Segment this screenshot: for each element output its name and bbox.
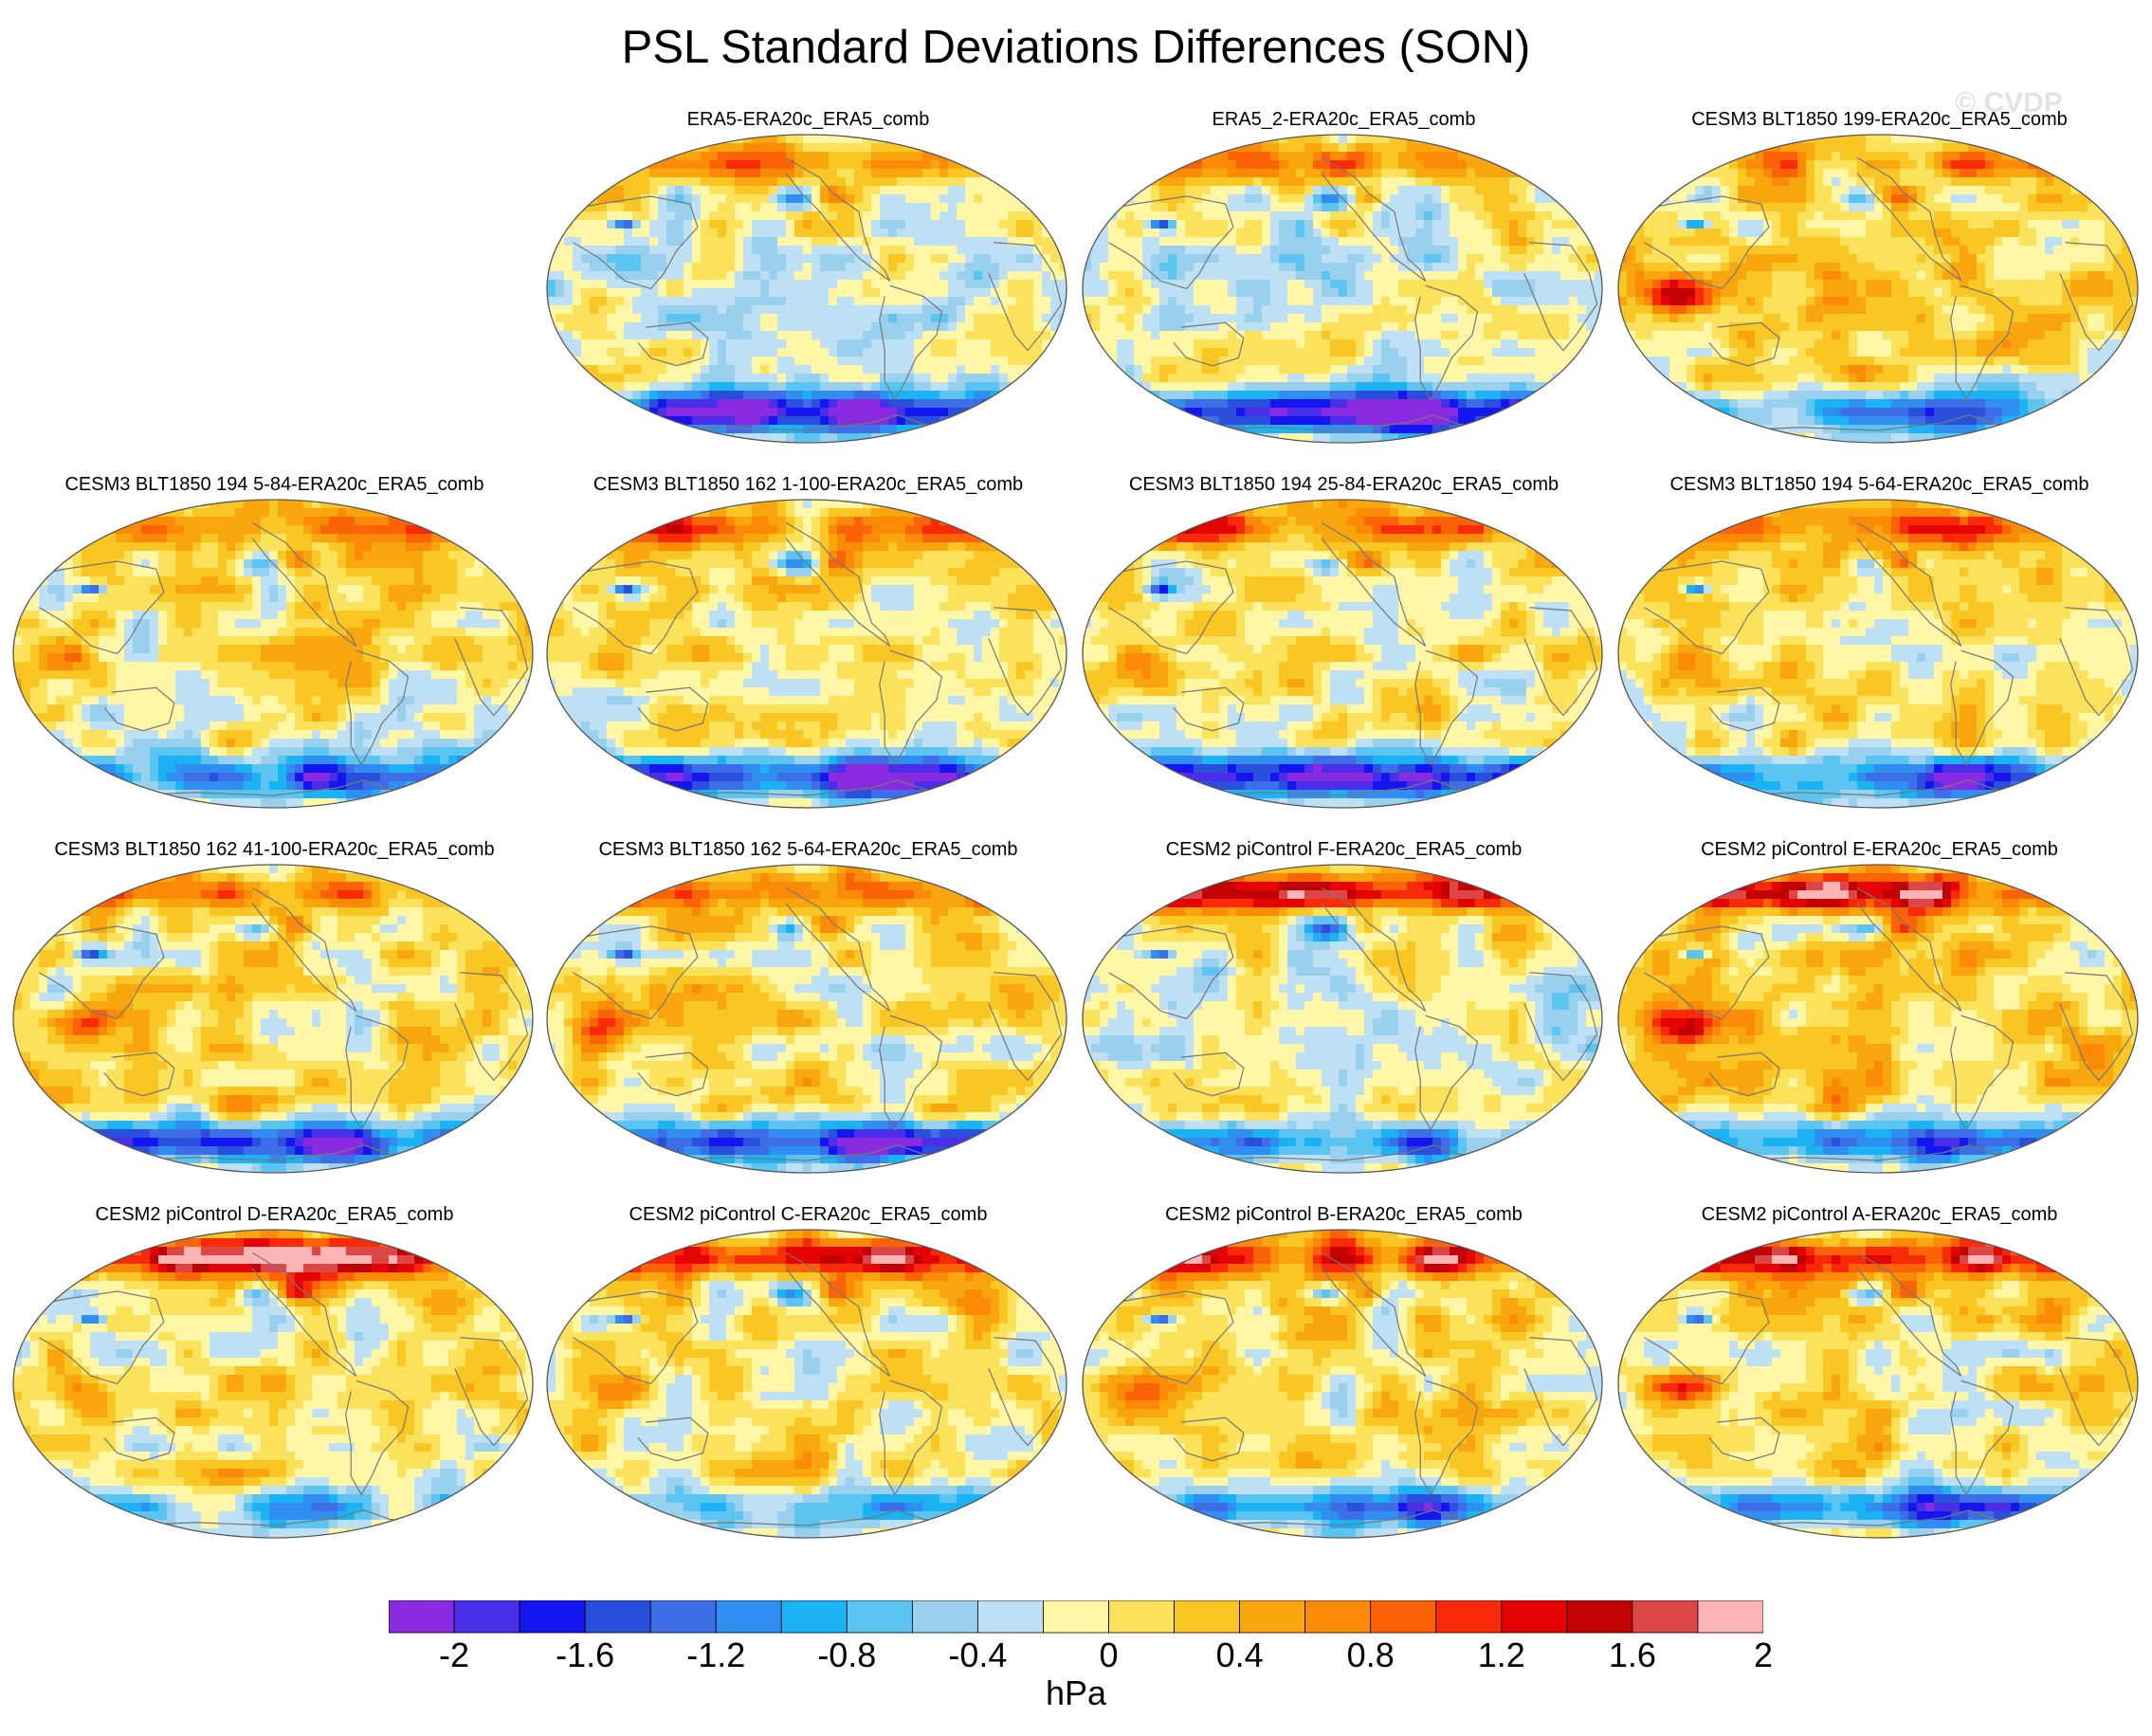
colorbar bbox=[389, 1600, 1763, 1634]
colorbar-swatch bbox=[1108, 1600, 1175, 1634]
map-panel: CESM2 piControl E-ERA20c_ERA5_comb bbox=[1616, 839, 2143, 1195]
map-panel: CESM2 piControl F-ERA20c_ERA5_comb bbox=[1081, 839, 1607, 1195]
page-title: PSL Standard Deviations Differences (SON… bbox=[0, 21, 2152, 74]
panel-title: CESM2 piControl D-ERA20c_ERA5_comb bbox=[11, 1204, 538, 1226]
map-panel: CESM2 piControl A-ERA20c_ERA5_comb bbox=[1616, 1204, 2143, 1560]
map-field bbox=[12, 499, 534, 809]
panel-title: CESM3 BLT1850 162 5-64-ERA20c_ERA5_comb bbox=[545, 839, 1071, 861]
map-field bbox=[1617, 864, 2139, 1174]
map-field bbox=[1082, 1229, 1603, 1539]
panel-title: ERA5_2-ERA20c_ERA5_comb bbox=[1081, 109, 1607, 131]
map-field bbox=[1617, 499, 2139, 809]
map-panel: ERA5_2-ERA20c_ERA5_comb bbox=[1081, 109, 1607, 465]
panel-title: CESM3 BLT1850 199-ERA20c_ERA5_comb bbox=[1616, 109, 2143, 131]
colorbar-swatch bbox=[584, 1600, 651, 1634]
colorbar-unit-label: hPa bbox=[981, 1673, 1171, 1713]
panel-title: ERA5-ERA20c_ERA5_comb bbox=[545, 109, 1071, 131]
map-field bbox=[1082, 864, 1603, 1174]
colorbar-swatch bbox=[1435, 1600, 1503, 1634]
map-panel: CESM2 piControl C-ERA20c_ERA5_comb bbox=[545, 1204, 1071, 1560]
panel-title: CESM3 BLT1850 194 25-84-ERA20c_ERA5_comb bbox=[1081, 474, 1607, 496]
colorbar-swatch bbox=[1304, 1600, 1372, 1634]
colorbar-swatch bbox=[1632, 1600, 1699, 1634]
panel-title: CESM3 BLT1850 162 41-100-ERA20c_ERA5_com… bbox=[11, 839, 538, 861]
map-field bbox=[12, 864, 534, 1174]
map-field bbox=[1082, 499, 1603, 809]
colorbar-swatch bbox=[1174, 1600, 1241, 1634]
panel-title: CESM2 piControl E-ERA20c_ERA5_comb bbox=[1616, 839, 2143, 861]
colorbar-swatch bbox=[1501, 1600, 1568, 1634]
colorbar-tick-label: -0.4 bbox=[925, 1635, 1030, 1675]
colorbar-swatch bbox=[780, 1600, 848, 1634]
map-panel: CESM3 BLT1850 162 41-100-ERA20c_ERA5_com… bbox=[11, 839, 538, 1195]
map-panel: CESM3 BLT1850 194 5-84-ERA20c_ERA5_comb bbox=[11, 474, 538, 830]
colorbar-tick-label: 1.2 bbox=[1450, 1635, 1554, 1675]
colorbar-swatch bbox=[453, 1600, 520, 1634]
map-panel: CESM2 piControl B-ERA20c_ERA5_comb bbox=[1081, 1204, 1607, 1560]
colorbar-swatch bbox=[846, 1600, 913, 1634]
colorbar-swatch bbox=[1697, 1600, 1763, 1634]
colorbar-tick-label: 0.8 bbox=[1319, 1635, 1423, 1675]
colorbar-swatch bbox=[1566, 1600, 1633, 1634]
colorbar-swatch bbox=[715, 1600, 782, 1634]
colorbar-tick-label: 0 bbox=[1057, 1635, 1161, 1675]
colorbar-tick-label: 1.6 bbox=[1580, 1635, 1685, 1675]
colorbar-swatch bbox=[977, 1600, 1044, 1634]
map-panel: ERA5-ERA20c_ERA5_comb bbox=[545, 109, 1071, 465]
map-panel: CESM3 BLT1850 162 5-64-ERA20c_ERA5_comb bbox=[545, 839, 1071, 1195]
colorbar-swatch bbox=[1043, 1600, 1109, 1634]
colorbar-swatch bbox=[911, 1600, 978, 1634]
map-field bbox=[1082, 134, 1603, 444]
watermark: © CVDP bbox=[1955, 87, 2063, 119]
map-field bbox=[546, 499, 1067, 809]
map-field bbox=[546, 1229, 1067, 1539]
colorbar-swatch bbox=[1239, 1600, 1306, 1634]
panel-title: CESM2 piControl B-ERA20c_ERA5_comb bbox=[1081, 1204, 1607, 1226]
map-panel: CESM2 piControl D-ERA20c_ERA5_comb bbox=[11, 1204, 538, 1560]
panel-title: CESM3 BLT1850 194 5-64-ERA20c_ERA5_comb bbox=[1616, 474, 2143, 496]
colorbar-tick-label: 2 bbox=[1711, 1635, 1815, 1675]
map-panel: CESM3 BLT1850 162 1-100-ERA20c_ERA5_comb bbox=[545, 474, 1071, 830]
colorbar-swatch bbox=[1370, 1600, 1437, 1634]
colorbar-tick-label: -1.6 bbox=[533, 1635, 637, 1675]
colorbar-tick-label: -0.8 bbox=[794, 1635, 899, 1675]
map-field bbox=[546, 864, 1067, 1174]
map-panel: CESM3 BLT1850 194 5-64-ERA20c_ERA5_comb bbox=[1616, 474, 2143, 830]
map-panel: CESM3 BLT1850 199-ERA20c_ERA5_comb bbox=[1616, 109, 2143, 465]
map-panel: CESM3 BLT1850 194 25-84-ERA20c_ERA5_comb bbox=[1081, 474, 1607, 830]
colorbar-tick-label: -1.2 bbox=[664, 1635, 768, 1675]
map-field bbox=[12, 1229, 534, 1539]
colorbar-swatch bbox=[649, 1600, 717, 1634]
panel-title: CESM2 piControl C-ERA20c_ERA5_comb bbox=[545, 1204, 1071, 1226]
panel-title: CESM3 BLT1850 194 5-84-ERA20c_ERA5_comb bbox=[11, 474, 538, 496]
panel-title: CESM2 piControl F-ERA20c_ERA5_comb bbox=[1081, 839, 1607, 861]
map-field bbox=[546, 134, 1067, 444]
panel-title: CESM2 piControl A-ERA20c_ERA5_comb bbox=[1616, 1204, 2143, 1226]
map-field bbox=[1617, 134, 2139, 444]
panel-title: CESM3 BLT1850 162 1-100-ERA20c_ERA5_comb bbox=[545, 474, 1071, 496]
colorbar-tick-label: -2 bbox=[402, 1635, 506, 1675]
map-field bbox=[1617, 1229, 2139, 1539]
colorbar-tick-label: 0.4 bbox=[1188, 1635, 1292, 1675]
colorbar-swatch bbox=[389, 1600, 455, 1634]
colorbar-swatch bbox=[519, 1600, 586, 1634]
